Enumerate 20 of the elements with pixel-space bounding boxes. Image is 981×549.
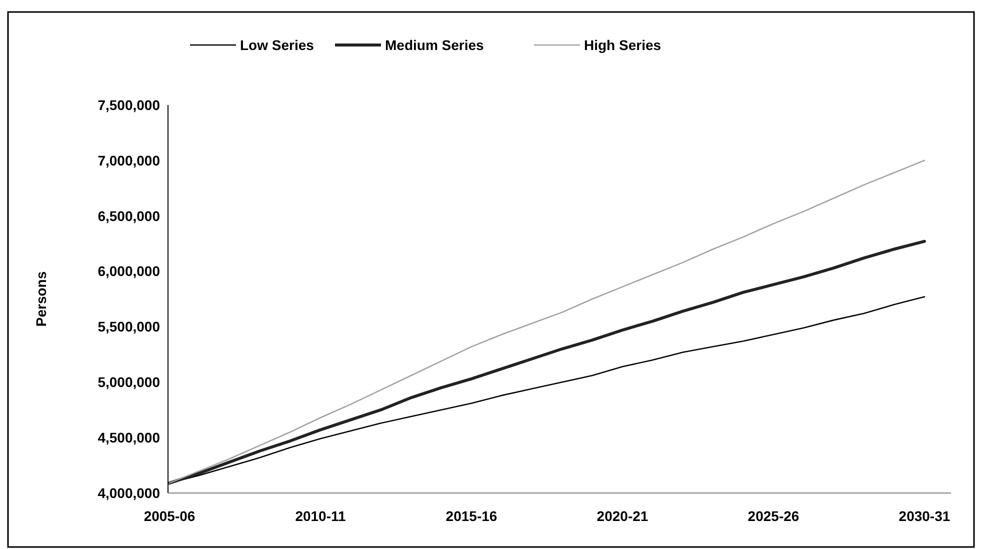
x-tick-label: 2005-06	[144, 508, 196, 524]
x-tick-label: 2015-16	[446, 508, 498, 524]
legend-label: High Series	[584, 36, 662, 53]
legend-label: Low Series	[240, 36, 314, 53]
y-tick-label: 5,000,000	[98, 374, 160, 390]
y-tick-label: 6,000,000	[98, 263, 160, 280]
line-series	[168, 240, 926, 485]
y-tick-label: 4,000,000	[98, 484, 160, 501]
x-tick-label: 2030-31	[898, 508, 950, 524]
y-tick-label: 6,500,000	[98, 208, 160, 224]
y-tick-label: 7,000,000	[98, 152, 160, 168]
x-tick-label: 2020-21	[596, 508, 648, 524]
legend-label: Medium Series	[385, 36, 484, 53]
y-tick-label: 7,500,000	[98, 96, 160, 113]
line-series	[168, 160, 926, 484]
x-tick-label: 2010-11	[295, 508, 346, 524]
x-tick-label: 2025-26	[748, 508, 800, 524]
y-tick-label: 5,500,000	[98, 318, 160, 335]
y-tick-label: 4,500,000	[98, 429, 160, 446]
y-axis-title: Persons	[33, 271, 49, 327]
